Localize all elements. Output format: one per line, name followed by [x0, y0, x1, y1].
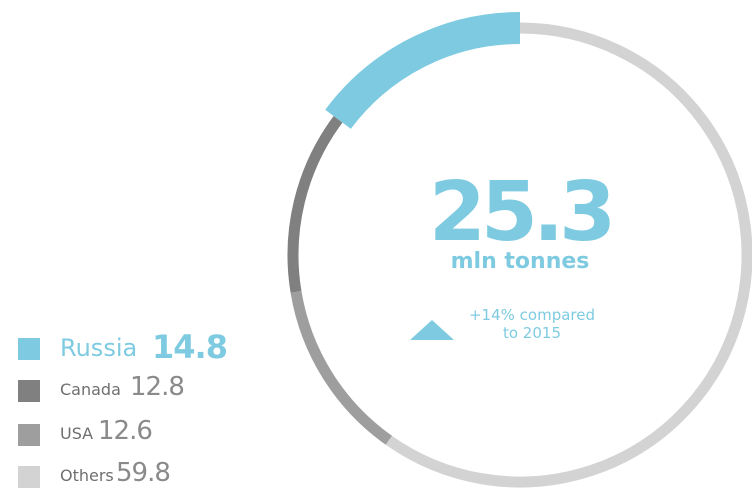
legend-swatch-usa — [18, 424, 40, 446]
legend-value-usa: 12.6 — [98, 416, 153, 446]
donut-segment-usa — [290, 291, 393, 445]
total-unit: mln tonnes — [450, 249, 590, 274]
legend-label-usa: USA — [60, 424, 94, 443]
legend-label-russia: Russia — [60, 334, 138, 362]
change-note-line-2: to 2015 — [502, 324, 561, 342]
donut-chart — [287, 12, 752, 488]
legend-swatch-others — [18, 466, 40, 488]
change-note: +14% compared to 2015 — [442, 306, 622, 342]
donut-segment-russia — [325, 12, 521, 130]
legend-swatch-russia — [18, 338, 40, 360]
change-note-line-1: +14% compared — [468, 306, 595, 324]
donut-segment-others — [385, 22, 752, 488]
legend-value-russia: 14.8 — [152, 328, 228, 366]
legend-swatch-canada — [18, 380, 40, 402]
legend-value-others: 59.8 — [116, 458, 171, 488]
legend-label-canada: Canada — [60, 380, 121, 399]
legend-label-others: Others — [60, 466, 114, 485]
total-value: 25.3 — [428, 165, 616, 260]
up-triangle-icon — [410, 320, 454, 340]
legend-value-canada: 12.8 — [130, 372, 185, 402]
donut-segment-canada — [287, 115, 343, 293]
